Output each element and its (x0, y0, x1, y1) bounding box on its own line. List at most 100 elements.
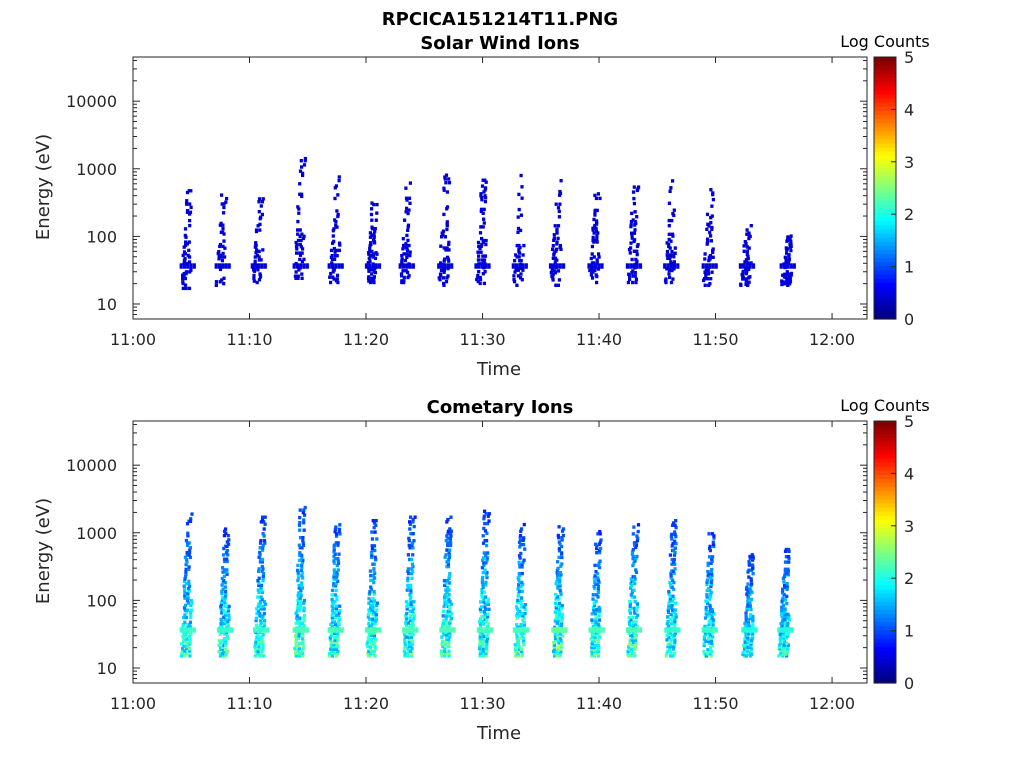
data-cell (442, 270, 446, 274)
data-cell (674, 615, 678, 619)
data-cell (410, 609, 415, 613)
data-cell (777, 645, 781, 649)
data-cell (556, 566, 560, 571)
data-cell (184, 567, 188, 572)
colorbar-step (874, 670, 896, 676)
data-cell (593, 268, 597, 273)
data-cell (221, 227, 225, 231)
data-cell (447, 651, 451, 656)
data-cell (188, 223, 192, 228)
data-cell (671, 635, 675, 640)
data-cell (591, 238, 595, 243)
data-cell (447, 654, 451, 658)
data-cell (711, 263, 715, 269)
data-cell (263, 541, 267, 545)
data-cell (373, 256, 378, 261)
data-cell (631, 190, 636, 194)
data-cell (557, 278, 561, 282)
data-cell (559, 623, 564, 627)
data-cell (625, 263, 629, 269)
colorbar-step (874, 650, 896, 655)
data-cell (298, 624, 302, 628)
data-cell (633, 636, 637, 640)
data-cell (709, 591, 713, 595)
data-cell (703, 270, 707, 274)
data-cell (444, 616, 448, 620)
data-cell (554, 638, 558, 643)
data-cell (253, 627, 257, 633)
data-cell (635, 627, 639, 633)
data-cell (778, 632, 782, 636)
data-cell (780, 589, 785, 593)
data-cell (558, 579, 562, 584)
data-cell (370, 225, 374, 229)
data-cell (670, 557, 674, 562)
data-cell (301, 634, 305, 638)
data-cell (184, 286, 188, 291)
colorbar-step (874, 605, 896, 610)
data-cell (516, 594, 520, 598)
data-cell (217, 257, 221, 261)
data-cell (673, 622, 677, 626)
data-cell (558, 577, 562, 581)
data-cell (298, 616, 302, 620)
data-cell (515, 616, 519, 620)
data-cell (220, 576, 224, 581)
data-cell (667, 603, 671, 608)
data-cell (373, 229, 377, 234)
data-cell (628, 604, 632, 608)
data-cell (714, 627, 718, 633)
data-cell (483, 529, 488, 533)
data-cell (328, 651, 332, 656)
colorbar-step (874, 429, 896, 434)
data-cell (225, 557, 229, 561)
data-cell (442, 604, 446, 609)
data-cell (555, 258, 559, 262)
data-cell (187, 635, 191, 639)
data-cell (522, 536, 526, 540)
data-cell (514, 253, 518, 257)
data-cell (628, 624, 632, 629)
data-cell (748, 604, 752, 608)
data-cell (552, 236, 556, 241)
data-cell (783, 612, 787, 617)
data-cell (669, 617, 673, 621)
data-cell (780, 282, 784, 286)
data-cell (330, 618, 335, 622)
data-cell (598, 540, 602, 544)
data-cell (630, 257, 634, 262)
colorbar-step (874, 457, 896, 463)
data-cell (374, 519, 378, 523)
data-cell (295, 616, 299, 620)
data-cell (411, 541, 415, 545)
data-cell (746, 282, 750, 286)
data-cell (184, 582, 188, 586)
data-cell (409, 614, 413, 618)
data-cell (301, 171, 305, 175)
data-cell (703, 616, 708, 620)
data-cell (708, 230, 712, 235)
data-cell (486, 597, 490, 602)
data-cell (706, 650, 711, 654)
data-cell (633, 600, 637, 604)
data-cell (227, 542, 231, 546)
data-cell (787, 547, 791, 552)
data-cell (440, 263, 444, 269)
data-cell (479, 192, 483, 196)
data-cell (479, 600, 483, 604)
data-cell (631, 548, 635, 552)
data-cell (259, 621, 263, 625)
data-cell (674, 541, 678, 546)
data-cell (406, 238, 410, 243)
data-cell (669, 583, 673, 587)
colorbar-step (874, 196, 896, 201)
data-cell (632, 588, 636, 593)
data-cell (444, 181, 448, 185)
data-cell (748, 601, 752, 605)
data-cell (783, 598, 787, 602)
data-cell (300, 563, 304, 568)
data-cell (329, 642, 333, 647)
data-cell (406, 651, 410, 656)
data-cell (331, 270, 335, 274)
colorbar-step (874, 519, 896, 524)
